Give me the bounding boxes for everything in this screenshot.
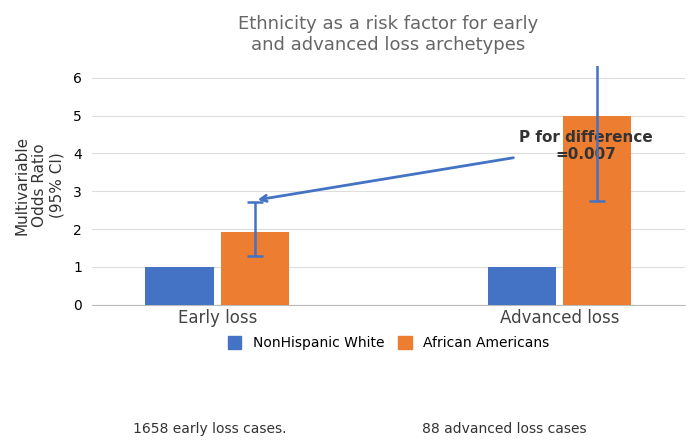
Text: 88 advanced loss cases: 88 advanced loss cases [421,422,587,436]
Bar [146,267,214,304]
Y-axis label: Multivariable
Odds Ratio
(95% CI): Multivariable Odds Ratio (95% CI) [15,136,65,235]
Bar [563,116,631,304]
Text: P for difference
=0.007: P for difference =0.007 [260,130,652,202]
Text: 1658 early loss cases.: 1658 early loss cases. [133,422,287,436]
Bar [488,267,556,304]
Bar [220,231,289,304]
Legend: NonHispanic White, African Americans: NonHispanic White, African Americans [228,336,550,350]
Title: Ethnicity as a risk factor for early
and advanced loss archetypes: Ethnicity as a risk factor for early and… [238,15,538,54]
